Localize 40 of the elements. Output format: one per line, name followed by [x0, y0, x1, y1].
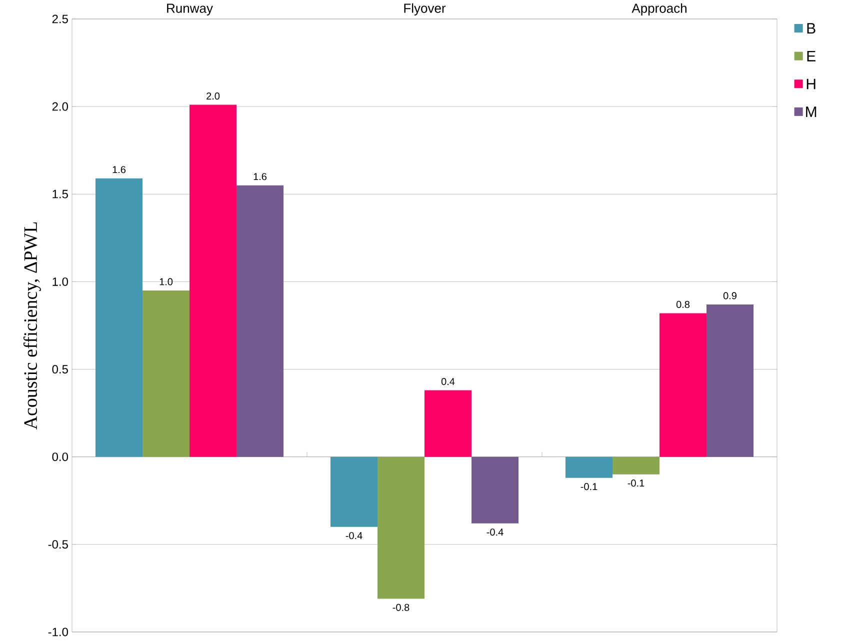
- data-label: 0.8: [676, 300, 690, 308]
- y-tick-label: -1.0: [48, 628, 68, 636]
- data-label: -0.1: [580, 483, 598, 490]
- bar: [96, 178, 143, 457]
- bar: [236, 185, 284, 457]
- bar: [612, 456, 660, 474]
- legend-label: H: [806, 78, 816, 90]
- y-tick-label: 2.0: [52, 102, 68, 111]
- data-label: 1.6: [254, 173, 267, 180]
- legend-label: E: [807, 51, 816, 62]
- bar: [330, 456, 378, 527]
- bar: [660, 313, 706, 457]
- data-label: 1.6: [112, 166, 126, 174]
- data-label: -0.4: [486, 528, 504, 536]
- y-axis-title: Acoustic efficiency, ΔPWL: [23, 222, 41, 430]
- bar: [566, 456, 612, 478]
- x-tick-label: Approach: [632, 3, 686, 16]
- y-tick-label: 0.0: [52, 452, 68, 462]
- data-label: 0.9: [723, 292, 736, 300]
- y-tick-label: 1.5: [52, 190, 68, 198]
- legend-label: M: [806, 106, 816, 117]
- data-label: -0.8: [392, 604, 410, 611]
- x-tick-label: Flyover: [404, 3, 446, 16]
- bar: [378, 456, 425, 599]
- data-label: 2.0: [206, 92, 220, 100]
- x-tick-label: Runway: [167, 4, 213, 16]
- y-tick-label: 0.5: [52, 365, 68, 374]
- bar: [142, 290, 190, 457]
- bar: [706, 304, 754, 457]
- data-label: -0.1: [628, 480, 644, 487]
- data-label: 0.4: [441, 378, 455, 386]
- legend-label: B: [807, 23, 816, 34]
- y-tick-label: 2.5: [52, 14, 68, 24]
- data-label: 1.0: [160, 278, 173, 286]
- bar: [472, 456, 519, 524]
- bar: [424, 390, 472, 457]
- data-label: -0.4: [346, 532, 362, 540]
- y-tick-label: -0.5: [48, 540, 68, 549]
- y-tick-label: 1.0: [52, 277, 68, 286]
- bar: [190, 104, 237, 457]
